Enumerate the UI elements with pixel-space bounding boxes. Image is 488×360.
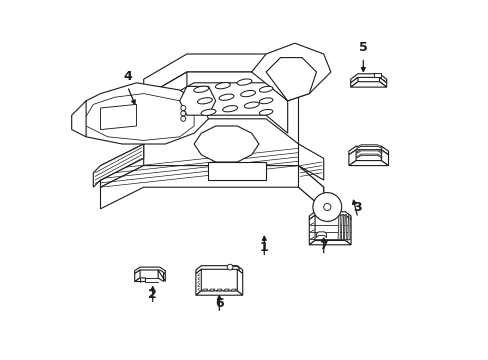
Circle shape	[181, 111, 185, 116]
Polygon shape	[179, 86, 215, 115]
Polygon shape	[309, 215, 314, 245]
Polygon shape	[143, 72, 186, 144]
Polygon shape	[208, 162, 265, 180]
Polygon shape	[228, 266, 239, 269]
Ellipse shape	[259, 86, 272, 92]
Ellipse shape	[259, 98, 272, 104]
Polygon shape	[356, 149, 381, 153]
Polygon shape	[202, 289, 207, 291]
Polygon shape	[356, 154, 381, 158]
Polygon shape	[373, 73, 381, 77]
Polygon shape	[350, 74, 386, 83]
Polygon shape	[348, 161, 387, 166]
Ellipse shape	[222, 105, 237, 112]
Polygon shape	[337, 215, 340, 240]
Ellipse shape	[219, 94, 233, 100]
Polygon shape	[196, 291, 242, 295]
Text: 7: 7	[319, 239, 327, 252]
Polygon shape	[162, 83, 287, 133]
Polygon shape	[72, 101, 86, 137]
Polygon shape	[196, 266, 242, 274]
Ellipse shape	[201, 109, 216, 116]
Polygon shape	[345, 215, 350, 245]
Polygon shape	[101, 104, 136, 130]
Ellipse shape	[193, 86, 208, 93]
Polygon shape	[381, 150, 387, 166]
Polygon shape	[72, 83, 208, 144]
Polygon shape	[223, 289, 229, 291]
Polygon shape	[348, 146, 387, 155]
Polygon shape	[134, 267, 165, 274]
Polygon shape	[134, 270, 140, 282]
Polygon shape	[196, 269, 201, 295]
Circle shape	[312, 193, 341, 221]
Text: 6: 6	[215, 297, 223, 310]
Polygon shape	[298, 144, 323, 180]
Ellipse shape	[240, 90, 255, 97]
Polygon shape	[158, 270, 165, 282]
Polygon shape	[309, 212, 350, 220]
Polygon shape	[344, 215, 346, 240]
Polygon shape	[101, 166, 323, 209]
Polygon shape	[251, 43, 330, 101]
Polygon shape	[216, 289, 222, 291]
Polygon shape	[350, 77, 357, 87]
Polygon shape	[356, 145, 381, 149]
Polygon shape	[350, 82, 386, 87]
Polygon shape	[230, 289, 236, 291]
Polygon shape	[82, 94, 194, 140]
Ellipse shape	[259, 109, 272, 115]
Polygon shape	[298, 166, 323, 209]
Polygon shape	[101, 144, 143, 187]
Circle shape	[181, 116, 185, 121]
Ellipse shape	[215, 82, 230, 89]
Polygon shape	[309, 240, 350, 245]
Text: 2: 2	[148, 288, 157, 301]
Text: 3: 3	[353, 201, 362, 214]
Polygon shape	[265, 58, 316, 101]
Text: 1: 1	[260, 241, 268, 254]
Polygon shape	[134, 278, 145, 282]
Circle shape	[181, 105, 185, 111]
Text: 5: 5	[358, 41, 367, 54]
Polygon shape	[194, 126, 258, 162]
Polygon shape	[348, 150, 355, 166]
Ellipse shape	[197, 98, 212, 104]
Polygon shape	[341, 215, 343, 240]
Circle shape	[323, 203, 330, 211]
Polygon shape	[143, 54, 298, 97]
Polygon shape	[347, 215, 349, 240]
Polygon shape	[379, 77, 386, 87]
Polygon shape	[143, 72, 298, 144]
Ellipse shape	[237, 79, 251, 85]
Polygon shape	[316, 232, 326, 238]
Polygon shape	[93, 144, 143, 187]
Circle shape	[227, 264, 232, 270]
Text: 4: 4	[123, 70, 132, 83]
Polygon shape	[209, 289, 215, 291]
Ellipse shape	[244, 102, 259, 108]
Polygon shape	[237, 269, 242, 295]
